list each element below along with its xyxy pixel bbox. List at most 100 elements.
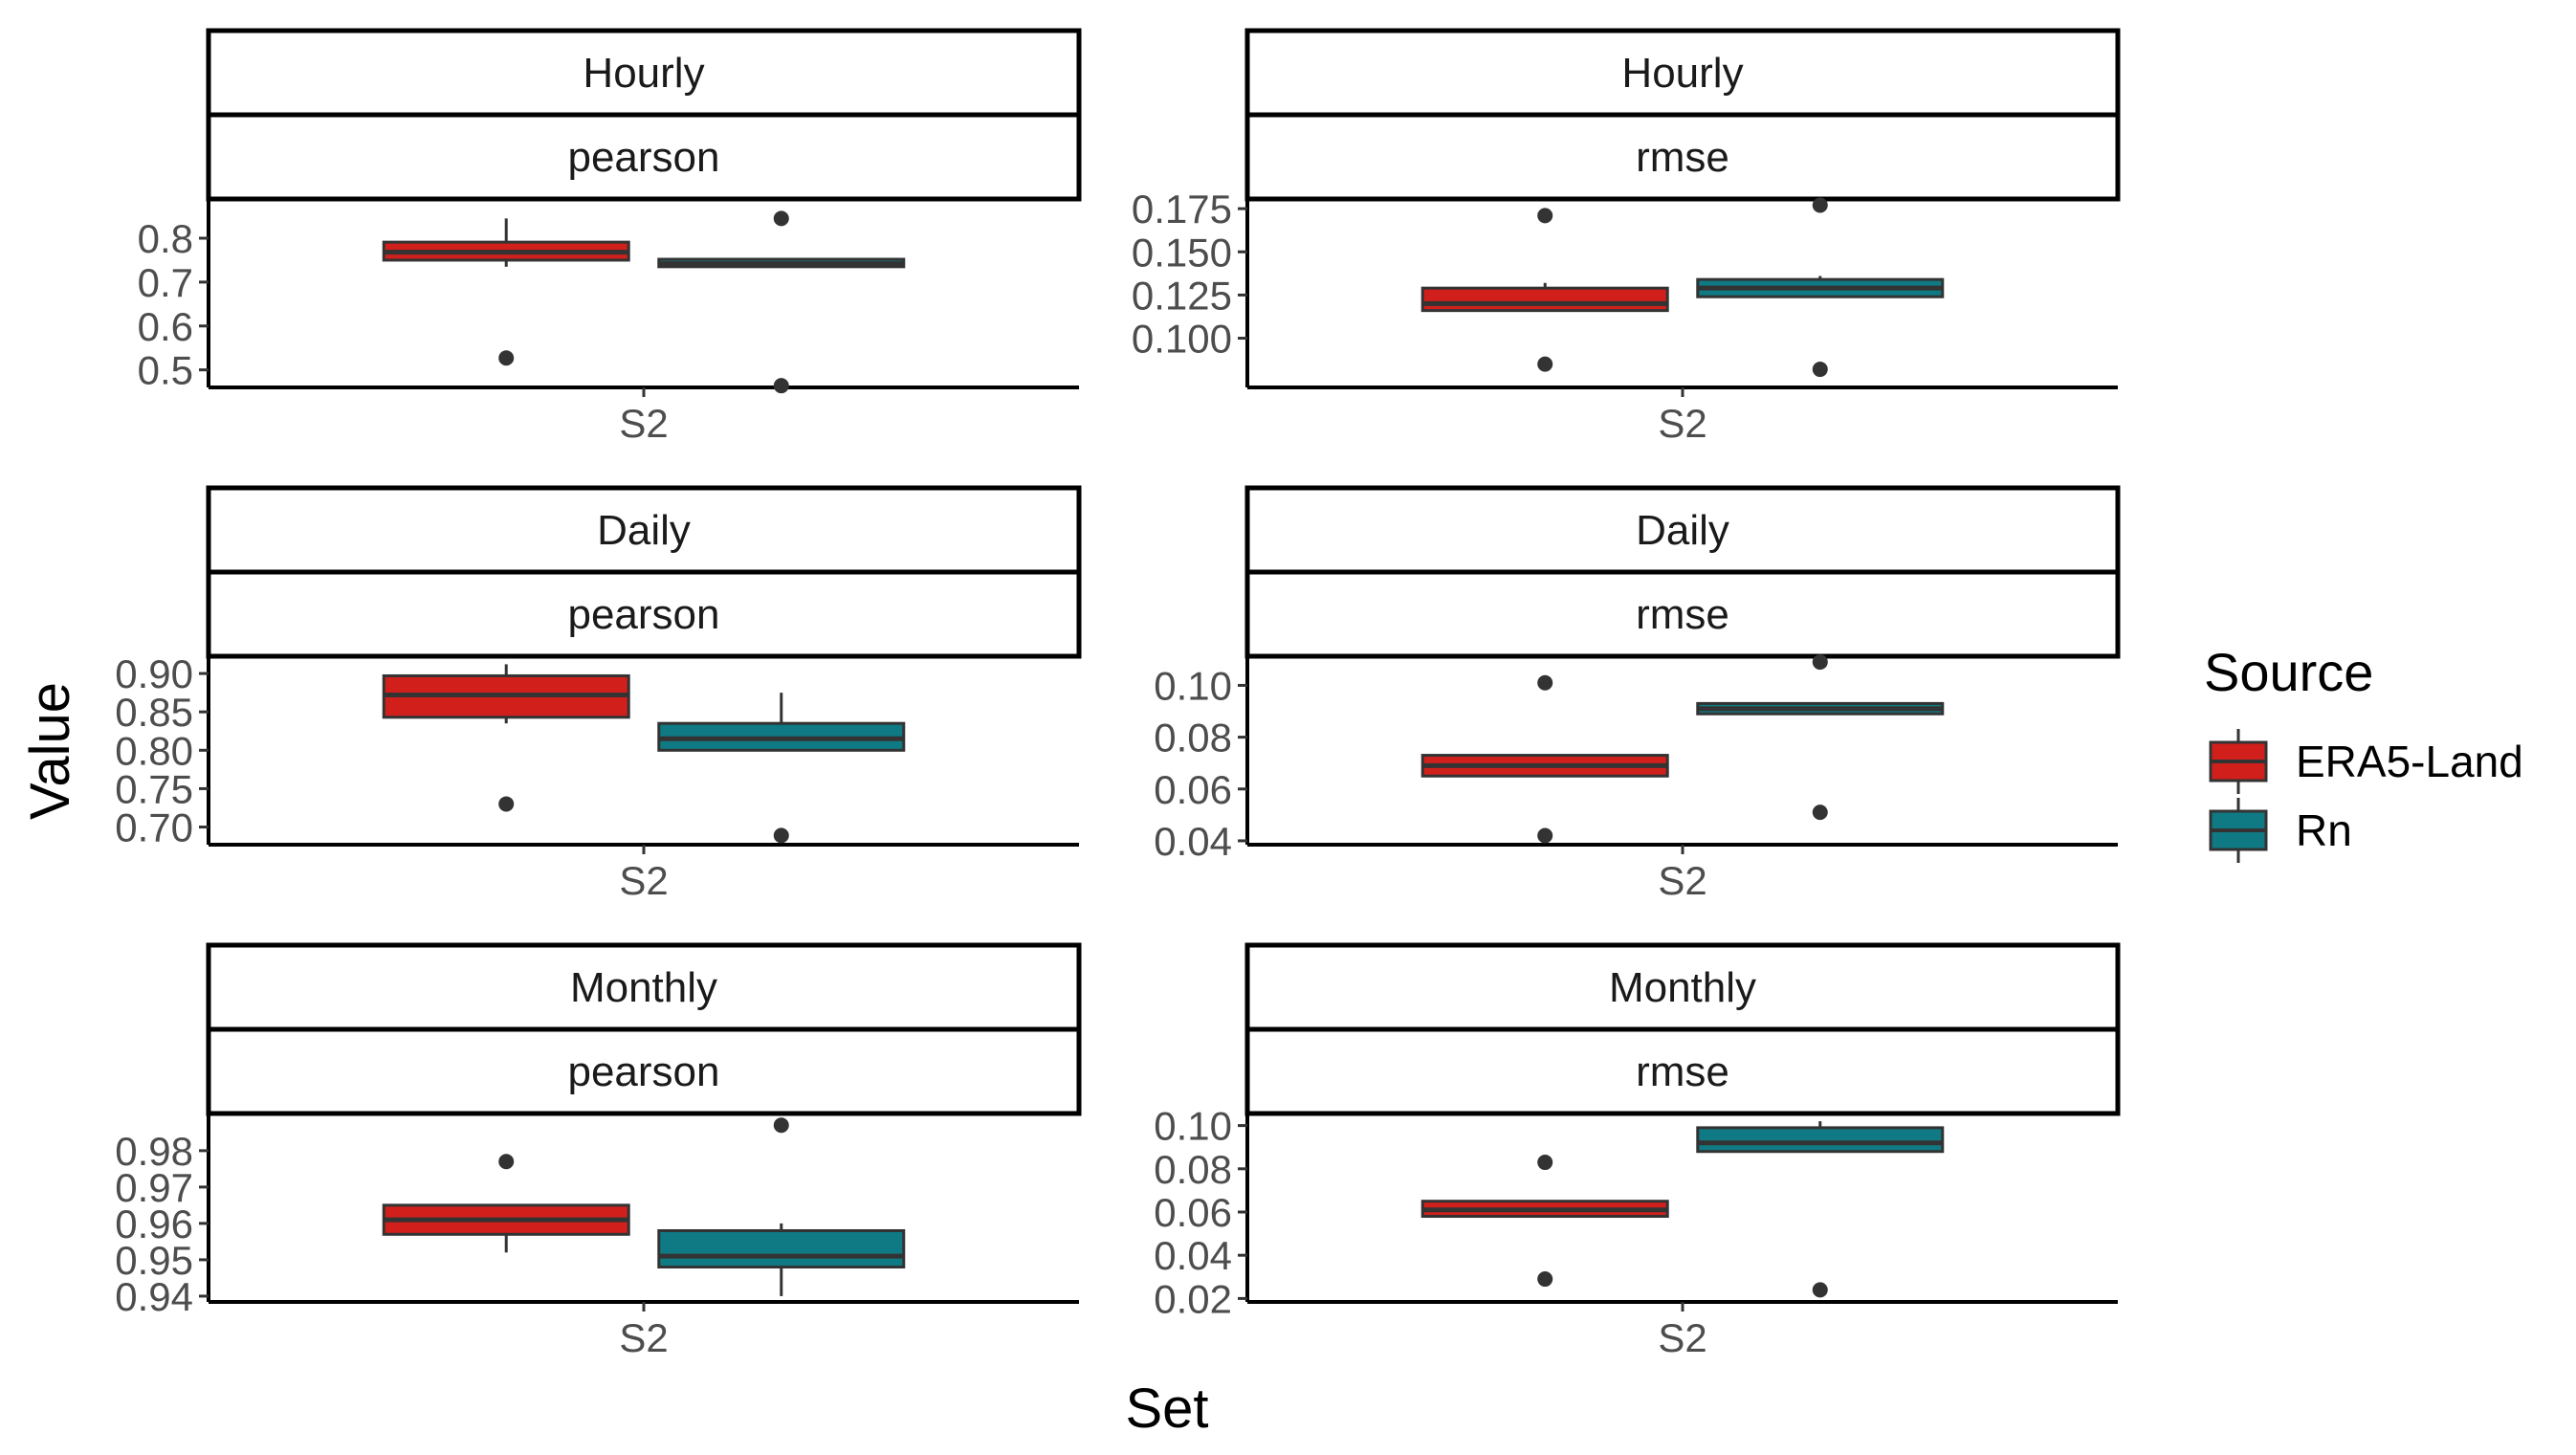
strip-box-bottom xyxy=(1244,569,2121,659)
iqr-box xyxy=(1420,286,1669,313)
y-tick-label: 0.10 xyxy=(1154,663,1232,708)
y-axis-title: Value xyxy=(19,682,81,820)
strip-label-bottom: pearson xyxy=(567,134,719,181)
facet-panel: Daily pearson 0.700.750.800.850.90 S2 xyxy=(115,485,1082,903)
outlier-point xyxy=(773,1117,789,1134)
y-tick-label: 0.06 xyxy=(1154,767,1232,812)
facet-panels: Hourly pearson 0.50.60.70.8 S2 Hourly rmse 0.1… xyxy=(115,28,2121,1360)
strip-box-top xyxy=(206,942,1082,1032)
strip-box-bottom xyxy=(1244,112,2121,202)
strip-box-bottom xyxy=(206,112,1082,202)
y-tick-label: 0.08 xyxy=(1154,1147,1232,1192)
strip-box-top xyxy=(1244,28,2121,118)
strip-box-top xyxy=(1244,485,2121,575)
box-rn xyxy=(1696,197,1945,378)
facet-panel: Hourly pearson 0.50.60.70.8 S2 xyxy=(138,28,1082,446)
strip-box-top xyxy=(206,28,1082,118)
legend-title: Source xyxy=(2204,642,2373,702)
y-tick-label: 0.98 xyxy=(115,1129,193,1174)
y-tick-label: 0.85 xyxy=(115,690,193,735)
outlier-point xyxy=(498,1154,515,1170)
strip-label-top: Daily xyxy=(1636,507,1729,554)
outlier-point xyxy=(1537,1271,1553,1288)
y-tick-label: 0.8 xyxy=(138,216,193,261)
legend: Source ERA5-Land Rn xyxy=(2204,642,2523,863)
iqr-box xyxy=(1696,1126,1945,1154)
y-tick-label: 0.7 xyxy=(138,260,193,305)
y-tick-label: 0.70 xyxy=(115,805,193,850)
outlier-point xyxy=(1537,208,1553,224)
outlier-point xyxy=(1537,674,1553,691)
facet-panel: Monthly rmse 0.020.040.060.080.10 S2 xyxy=(1154,942,2121,1360)
box-rn xyxy=(657,1117,906,1296)
strip-label-bottom: pearson xyxy=(567,591,719,638)
y-tick-label: 0.5 xyxy=(138,348,193,393)
y-tick-label: 0.95 xyxy=(115,1238,193,1283)
strip-label-top: Monthly xyxy=(1609,964,1756,1011)
strip-label-bottom: rmse xyxy=(1636,591,1729,638)
legend-label: ERA5-Land xyxy=(2296,737,2523,786)
outlier-point xyxy=(1812,362,1828,378)
strip-box-top xyxy=(206,485,1082,575)
x-axis-title: Set xyxy=(1125,1378,1208,1440)
outlier-point xyxy=(498,796,515,812)
strip-label-top: Daily xyxy=(597,507,691,554)
outlier-point xyxy=(1812,1282,1828,1298)
facet-panel: Daily rmse 0.04 0.06 0.08 0.10 S2 xyxy=(1154,485,2121,903)
y-tick-label: 0.08 xyxy=(1154,716,1232,761)
iqr-box xyxy=(657,1228,906,1269)
strip-box-bottom xyxy=(1244,1026,2121,1116)
legend-entry: ERA5-Land xyxy=(2209,729,2523,794)
outlier-point xyxy=(1537,827,1553,844)
y-tick-label: 0.04 xyxy=(1154,819,1232,864)
strip-label-bottom: rmse xyxy=(1636,1048,1729,1095)
outlier-point xyxy=(1812,197,1828,213)
legend-label: Rn xyxy=(2296,805,2352,855)
y-tick-label: 0.10 xyxy=(1154,1104,1232,1149)
outlier-point xyxy=(773,210,789,227)
y-tick-label: 0.04 xyxy=(1154,1233,1232,1278)
box-era5-land xyxy=(1420,208,1669,372)
x-tick-label: S2 xyxy=(1658,401,1706,446)
x-tick-label: S2 xyxy=(1658,858,1706,903)
outlier-point xyxy=(498,350,515,366)
box-era5-land xyxy=(1420,674,1669,844)
y-tick-label: 0.150 xyxy=(1132,230,1232,275)
box-rn xyxy=(657,210,906,394)
y-tick-label: 0.02 xyxy=(1154,1276,1232,1321)
outlier-point xyxy=(1537,356,1553,372)
y-tick-label: 0.97 xyxy=(115,1165,193,1210)
legend-entry: Rn xyxy=(2209,798,2352,863)
y-tick-label: 0.80 xyxy=(115,728,193,773)
box-rn xyxy=(1696,1121,1945,1298)
box-era5-land xyxy=(1420,1155,1669,1288)
box-era5-land xyxy=(382,218,630,366)
outlier-point xyxy=(1537,1155,1553,1171)
box-rn xyxy=(657,693,906,844)
strip-label-top: Hourly xyxy=(1621,50,1743,97)
strip-box-bottom xyxy=(206,1026,1082,1116)
y-tick-label: 0.06 xyxy=(1154,1190,1232,1235)
outlier-point xyxy=(773,378,789,394)
x-tick-label: S2 xyxy=(619,858,668,903)
x-tick-label: S2 xyxy=(619,401,668,446)
strip-label-top: Monthly xyxy=(570,964,717,1011)
box-rn xyxy=(1696,654,1945,821)
strip-label-bottom: rmse xyxy=(1636,134,1729,181)
y-tick-label: 0.6 xyxy=(138,304,193,349)
y-tick-label: 0.100 xyxy=(1132,317,1232,362)
box-era5-land xyxy=(382,664,630,812)
strip-box-bottom xyxy=(206,569,1082,659)
strip-label-top: Hourly xyxy=(583,50,704,97)
y-tick-label: 0.90 xyxy=(115,651,193,696)
y-tick-label: 0.96 xyxy=(115,1201,193,1246)
x-tick-label: S2 xyxy=(619,1315,668,1360)
facet-panel: Monthly pearson 0.940.950.960.970.98 S2 xyxy=(115,942,1082,1360)
outlier-point xyxy=(1812,805,1828,821)
box-era5-land xyxy=(382,1154,630,1253)
strip-label-bottom: pearson xyxy=(567,1048,719,1095)
outlier-point xyxy=(1812,654,1828,671)
y-tick-label: 0.75 xyxy=(115,766,193,811)
